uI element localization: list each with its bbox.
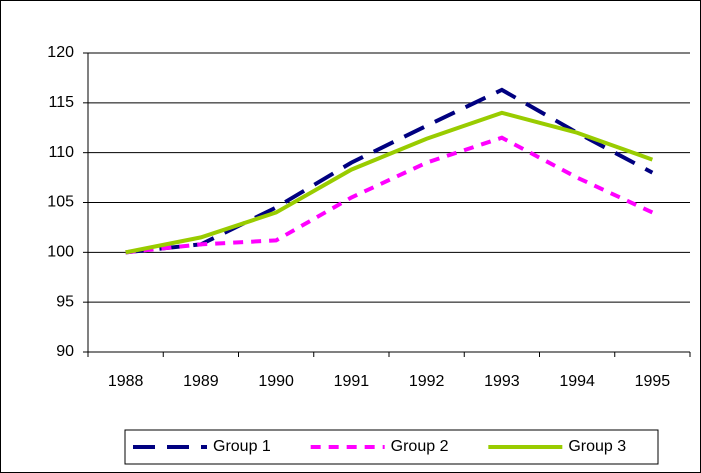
series-line xyxy=(125,135,654,255)
legend-label: Group 1 xyxy=(213,438,271,455)
y-tick-label: 120 xyxy=(47,44,74,61)
x-tick-label: 1991 xyxy=(334,373,370,390)
legend-box xyxy=(124,429,659,465)
y-tick-label: 115 xyxy=(48,94,74,111)
x-tick-label: 1994 xyxy=(559,373,595,390)
x-tick-label: 1990 xyxy=(258,373,294,390)
series-line xyxy=(125,87,654,255)
y-tick-label: 90 xyxy=(56,343,74,360)
legend-label: Group 2 xyxy=(391,438,449,455)
x-tick-label: 1995 xyxy=(635,373,671,390)
legend-label: Group 3 xyxy=(568,438,626,455)
y-tick-label: 100 xyxy=(47,244,74,261)
x-tick-label: 1988 xyxy=(108,373,144,390)
y-tick-label: 110 xyxy=(48,144,74,161)
x-tick-label: 1993 xyxy=(484,373,520,390)
y-tick-label: 105 xyxy=(47,194,74,211)
x-tick-label: 1992 xyxy=(409,373,445,390)
y-tick-label: 95 xyxy=(56,293,74,310)
series-line xyxy=(125,110,654,255)
x-tick-label: 1989 xyxy=(183,373,219,390)
